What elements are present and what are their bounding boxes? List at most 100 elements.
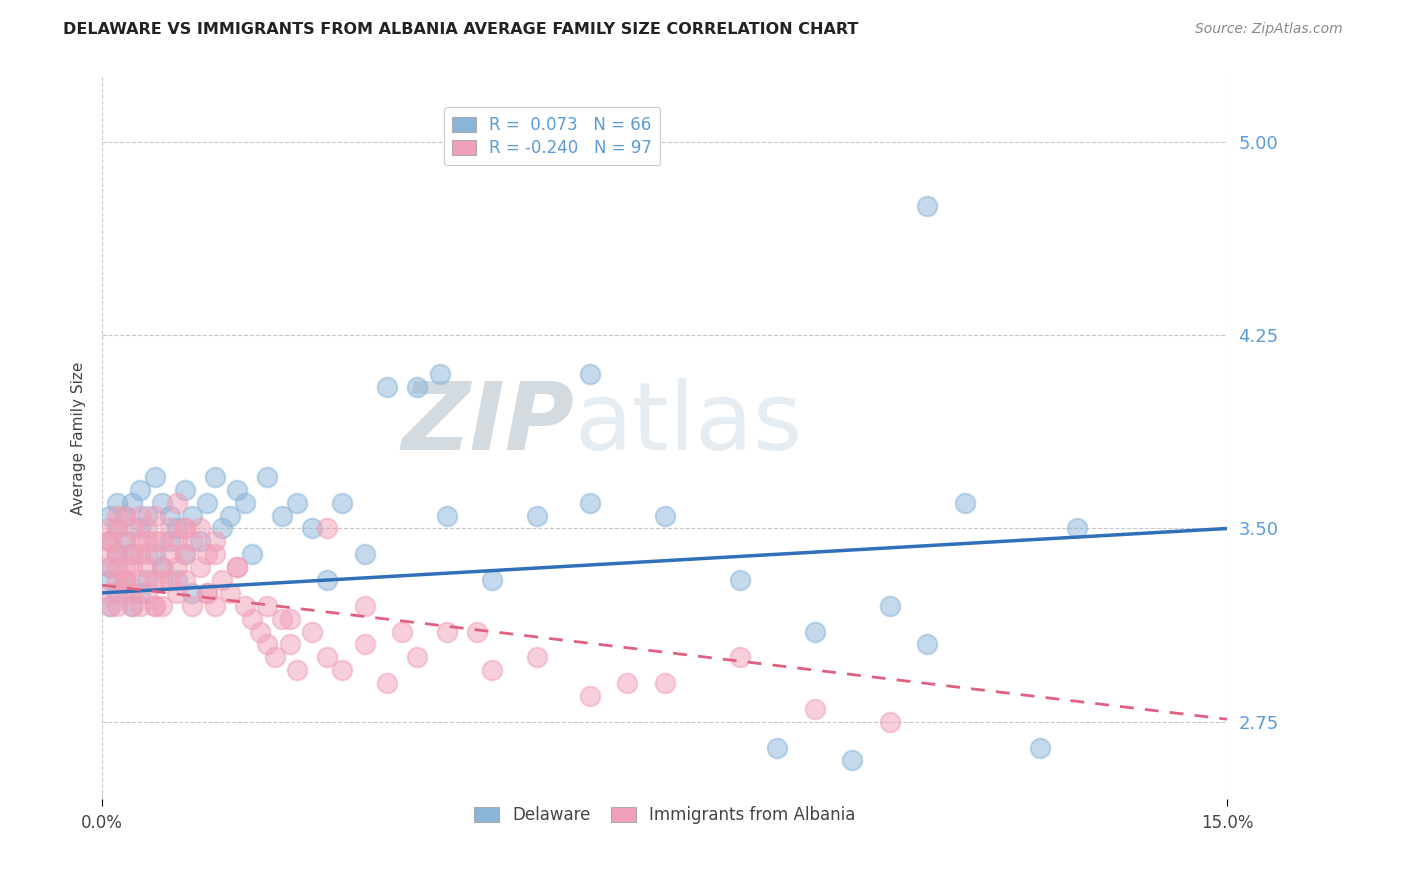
Point — [128, 599, 150, 613]
Point — [159, 573, 181, 587]
Point — [803, 702, 825, 716]
Point — [188, 534, 211, 549]
Point — [218, 586, 240, 600]
Point — [285, 496, 308, 510]
Point — [98, 560, 121, 574]
Point — [204, 534, 226, 549]
Point — [654, 676, 676, 690]
Point — [173, 521, 195, 535]
Point — [204, 547, 226, 561]
Point — [136, 573, 159, 587]
Point — [181, 586, 204, 600]
Point — [391, 624, 413, 639]
Point — [173, 483, 195, 497]
Point — [114, 508, 136, 523]
Point — [953, 496, 976, 510]
Point — [278, 612, 301, 626]
Legend: Delaware, Immigrants from Albania: Delaware, Immigrants from Albania — [467, 799, 862, 830]
Point — [233, 599, 256, 613]
Point — [105, 586, 128, 600]
Point — [841, 754, 863, 768]
Point — [181, 508, 204, 523]
Point — [226, 560, 249, 574]
Point — [249, 624, 271, 639]
Point — [226, 560, 249, 574]
Point — [143, 470, 166, 484]
Point — [136, 521, 159, 535]
Point — [98, 534, 121, 549]
Point — [330, 663, 353, 677]
Point — [1028, 740, 1050, 755]
Y-axis label: Average Family Size: Average Family Size — [72, 361, 86, 515]
Point — [98, 508, 121, 523]
Point — [159, 547, 181, 561]
Point — [150, 573, 173, 587]
Point — [526, 508, 548, 523]
Point — [159, 508, 181, 523]
Point — [128, 521, 150, 535]
Point — [98, 599, 121, 613]
Point — [226, 483, 249, 497]
Point — [121, 586, 143, 600]
Point — [429, 367, 451, 381]
Point — [240, 612, 263, 626]
Point — [256, 638, 278, 652]
Point — [121, 599, 143, 613]
Point — [98, 547, 121, 561]
Point — [915, 199, 938, 213]
Point — [121, 547, 143, 561]
Point — [136, 547, 159, 561]
Point — [136, 586, 159, 600]
Point — [114, 560, 136, 574]
Point — [105, 573, 128, 587]
Point — [353, 638, 375, 652]
Point — [166, 560, 188, 574]
Point — [98, 586, 121, 600]
Point — [150, 599, 173, 613]
Point — [195, 586, 218, 600]
Point — [406, 650, 429, 665]
Point — [128, 508, 150, 523]
Point — [98, 534, 121, 549]
Point — [578, 367, 600, 381]
Point — [728, 650, 751, 665]
Text: atlas: atlas — [575, 378, 803, 470]
Point — [1066, 521, 1088, 535]
Point — [121, 560, 143, 574]
Point — [728, 573, 751, 587]
Point — [143, 599, 166, 613]
Point — [436, 508, 458, 523]
Point — [271, 508, 294, 523]
Point — [271, 612, 294, 626]
Point — [143, 547, 166, 561]
Point — [218, 508, 240, 523]
Point — [240, 547, 263, 561]
Point — [159, 534, 181, 549]
Point — [406, 380, 429, 394]
Point — [150, 560, 173, 574]
Point — [301, 624, 323, 639]
Point — [128, 573, 150, 587]
Point — [915, 638, 938, 652]
Point — [173, 521, 195, 535]
Point — [98, 573, 121, 587]
Point — [143, 508, 166, 523]
Point — [98, 534, 121, 549]
Point — [436, 624, 458, 639]
Point — [105, 560, 128, 574]
Point — [150, 496, 173, 510]
Point — [105, 521, 128, 535]
Point — [105, 508, 128, 523]
Point — [121, 599, 143, 613]
Point — [114, 534, 136, 549]
Point — [105, 599, 128, 613]
Point — [211, 521, 233, 535]
Point — [159, 521, 181, 535]
Point — [143, 599, 166, 613]
Point — [285, 663, 308, 677]
Point — [114, 573, 136, 587]
Point — [481, 663, 503, 677]
Point — [173, 547, 195, 561]
Point — [526, 650, 548, 665]
Point — [181, 534, 204, 549]
